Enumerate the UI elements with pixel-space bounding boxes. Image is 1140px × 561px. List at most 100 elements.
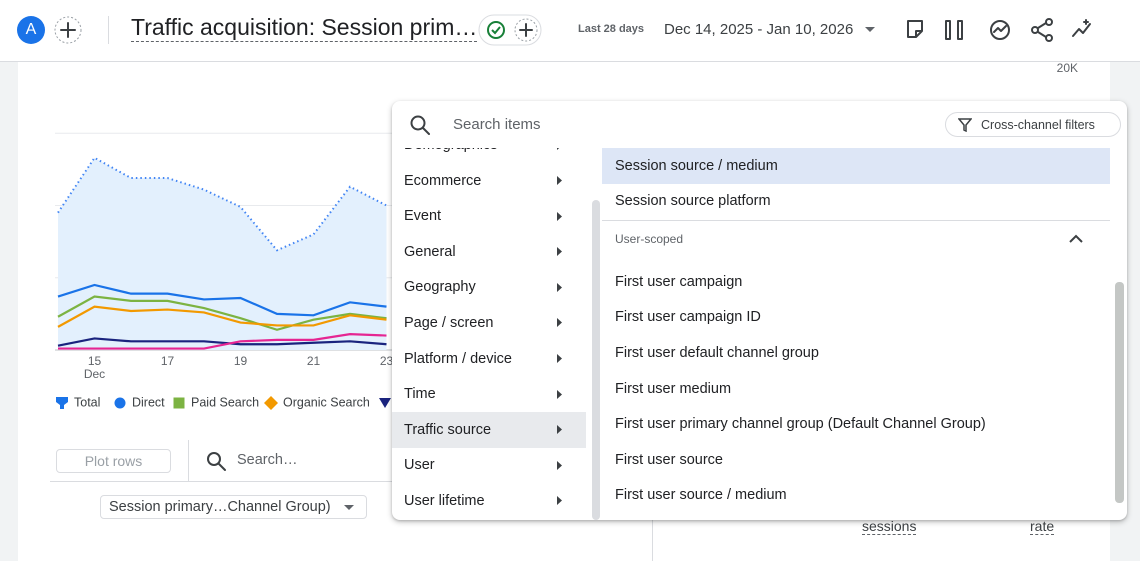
chevron-icon [557, 318, 562, 328]
series-line [57, 305, 387, 328]
title-actions[interactable] [478, 14, 542, 46]
category-item[interactable]: Geography [392, 270, 586, 306]
dimension-item[interactable]: First user campaign [615, 273, 743, 290]
x-tick-label: 19 [234, 354, 248, 368]
category-label: Ecommerce [404, 172, 482, 189]
series-line [57, 156, 387, 252]
section-header[interactable]: User-scoped [602, 221, 1110, 257]
y-tick-label: 20K [1057, 61, 1078, 75]
report-title[interactable]: Traffic acquisition: Session prim… [131, 14, 478, 42]
divider [602, 220, 1110, 222]
chevron [557, 176, 562, 186]
chevron [557, 460, 562, 470]
x-tick-label: 21 [307, 354, 321, 368]
plot-rows-button[interactable]: Plot rows [56, 449, 171, 473]
chevron-icon [557, 282, 562, 292]
dimension-item[interactable]: First user campaign ID [615, 309, 761, 326]
filter-icon [958, 118, 972, 132]
category-item[interactable]: User [392, 448, 586, 484]
chevron [557, 148, 559, 150]
legend-marker [56, 397, 68, 409]
chevron-icon [557, 460, 562, 470]
avatar[interactable]: A [17, 16, 45, 44]
dimension-item[interactable]: First user primary channel group (Defaul… [615, 416, 986, 433]
chevron [557, 425, 562, 435]
legend-label: Paid Search [191, 395, 259, 409]
category-item[interactable]: Platform / device [392, 341, 586, 377]
dimension-item[interactable]: First user source [615, 451, 723, 468]
category-label: Demographics [404, 148, 498, 153]
divider [50, 481, 652, 482]
category-item[interactable]: Demographics [392, 148, 586, 163]
divider [188, 440, 189, 482]
scrollbar [1115, 282, 1124, 503]
button-label: Cross-channel filters [981, 117, 1095, 132]
dimension-item[interactable]: First user source / medium [615, 487, 787, 504]
search-icon [410, 115, 430, 135]
category-label: Platform / device [404, 350, 512, 367]
chevron-icon [557, 247, 562, 257]
date-dropdown[interactable] [864, 26, 876, 34]
category-item[interactable]: General [392, 234, 586, 270]
category-item[interactable]: Traffic source [392, 412, 586, 448]
category-label: Geography [404, 279, 476, 296]
chevron [557, 496, 562, 506]
legend-marker [114, 397, 126, 409]
category-item[interactable]: Time [392, 376, 586, 412]
collapse-icon [1069, 234, 1083, 243]
dimension-selector[interactable]: Session primary…Channel Group) [100, 495, 367, 519]
series-line [57, 295, 387, 331]
legend-label: Direct [132, 395, 165, 409]
category-item[interactable]: Event [392, 198, 586, 234]
chevron-icon [557, 354, 562, 364]
category-label: Event [404, 208, 442, 225]
chevron [557, 354, 562, 364]
date-preset[interactable]: Last 28 days [578, 23, 645, 35]
table-search[interactable]: Search… [237, 452, 298, 468]
category-label: User [404, 457, 435, 474]
dimension-item[interactable]: Session source platform [615, 193, 771, 210]
chevron-icon [557, 496, 562, 506]
dimension-item[interactable]: First user default channel group [615, 344, 819, 361]
chevron-icon [557, 148, 559, 150]
category-item[interactable]: Page / screen [392, 305, 586, 341]
column-header[interactable]: sessions [862, 518, 917, 535]
chevron [557, 389, 562, 399]
add-comparison[interactable] [53, 15, 83, 45]
category-label: Time [404, 386, 436, 403]
total-area [58, 157, 387, 350]
chevron-icon [557, 425, 562, 435]
chevron [557, 211, 562, 221]
x-tick-label: 23 [380, 354, 394, 368]
section-label: User-scoped [615, 231, 684, 246]
category-label: Traffic source [404, 421, 492, 438]
legend-marker [264, 396, 278, 410]
chevron [557, 247, 562, 257]
top-bar: A Traffic acquisition: Session prim… Las… [0, 0, 1140, 62]
series-line [57, 337, 387, 347]
x-tick-label: 17 [161, 354, 175, 368]
category-item[interactable]: Ecommerce [392, 163, 586, 199]
category-item[interactable]: User lifetime [392, 483, 586, 519]
dimension-item[interactable]: First user medium [615, 380, 732, 397]
picker-search[interactable]: Search items [453, 116, 541, 133]
x-group-label: Dec [84, 367, 105, 381]
divider [108, 16, 109, 44]
legend-label: Total [74, 395, 100, 409]
legend-marker [173, 397, 185, 409]
chevron-icon [557, 389, 562, 399]
toolbar-icons[interactable] [900, 14, 1100, 46]
dimension-item[interactable]: Session source / medium [602, 148, 1110, 184]
category-label: User lifetime [404, 492, 485, 509]
column-header[interactable]: rate [1030, 518, 1055, 535]
cross-channel-filters[interactable]: Cross-channel filters [945, 112, 1121, 137]
x-tick-label: 15 [88, 354, 102, 368]
date-range[interactable]: Dec 14, 2025 - Jan 10, 2026 [664, 21, 854, 38]
chevron-icon [557, 211, 562, 221]
scrollbar [592, 200, 600, 520]
chevron [557, 318, 562, 328]
series-line [57, 283, 387, 317]
item-list: Session source / medium Session source pl… [602, 148, 1110, 520]
